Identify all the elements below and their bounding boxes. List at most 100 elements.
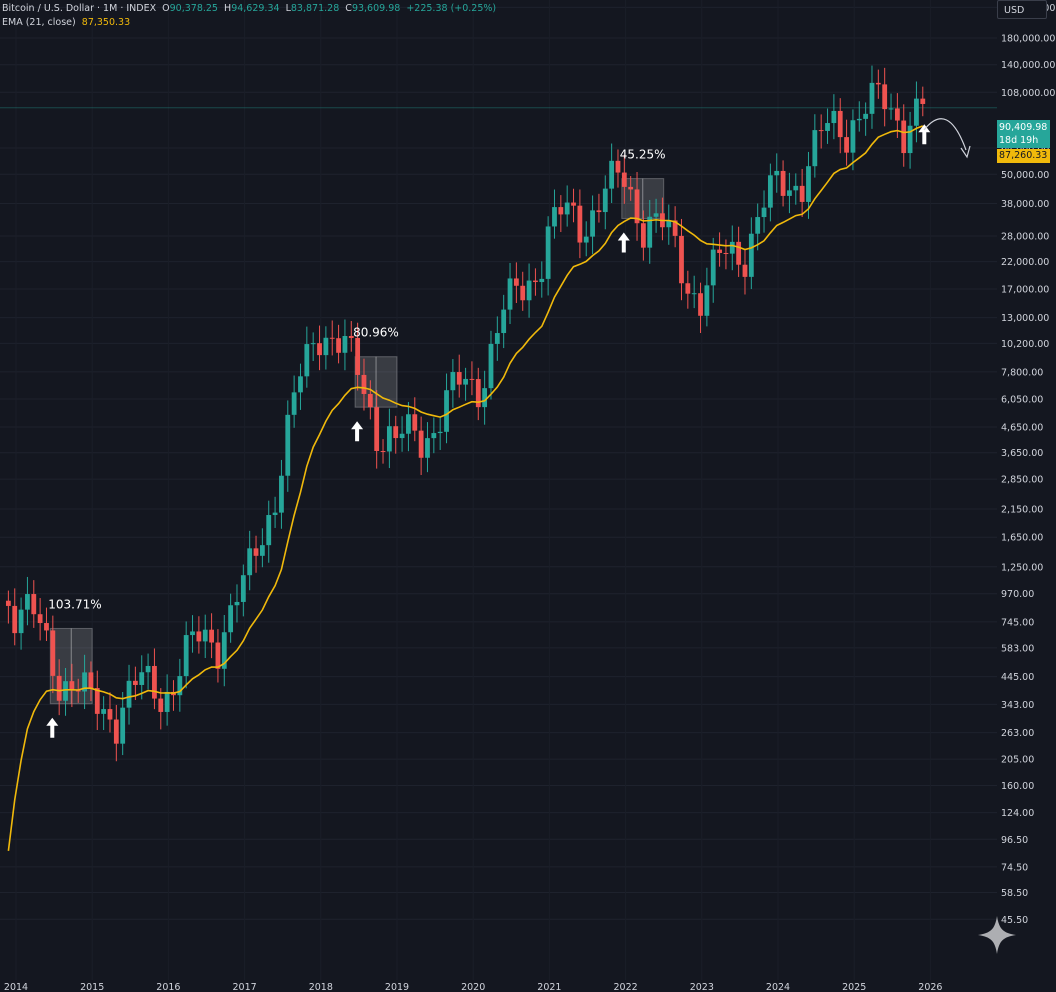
candle-body [266, 515, 272, 546]
candle-body [691, 293, 697, 295]
candle-body [488, 343, 494, 389]
candle-body [647, 216, 653, 248]
candle-body [831, 110, 837, 124]
candle-body [126, 680, 132, 708]
price-tick-label: 10,200.00 [1001, 339, 1049, 350]
close-label: C [345, 3, 352, 14]
percent-label: 103.71% [48, 597, 101, 611]
candle-body [348, 335, 354, 339]
candle-body [704, 285, 710, 316]
candle-body [450, 372, 456, 391]
price-tick-label: 4,650.00 [1001, 422, 1043, 433]
low-value: 83,871.28 [290, 3, 340, 14]
time-tick-label: 2023 [690, 982, 714, 992]
candle-body [850, 120, 856, 153]
price-tick-label: 22,000.00 [1001, 257, 1049, 268]
candle-body [247, 548, 253, 576]
candle-body [355, 338, 361, 375]
percent-label: 45.25% [620, 148, 666, 162]
time-tick-label: 2019 [385, 982, 409, 992]
candle-body [259, 545, 265, 556]
symbol-legend[interactable]: Bitcoin / U.S. Dollar · 1M · INDEX O90,3… [2, 2, 496, 16]
candle-body [494, 333, 500, 344]
candle-body [475, 379, 481, 408]
price-tick-label: 28,000.00 [1001, 231, 1049, 242]
candle-body [304, 344, 310, 377]
candle-body [736, 241, 742, 265]
candle-body [323, 337, 329, 356]
candle-body [361, 374, 367, 394]
candle-body [393, 426, 399, 439]
candle-body [914, 98, 919, 126]
candle-body [901, 120, 907, 154]
candle-body [374, 407, 380, 451]
up-arrow-icon [46, 717, 59, 738]
sparkle-icon [978, 916, 1016, 954]
candle-body [298, 376, 303, 393]
candle-body [202, 629, 208, 642]
candle-body [190, 631, 195, 636]
candle-body [12, 605, 18, 634]
candle-body [336, 338, 341, 353]
candle-body [545, 226, 551, 279]
candle-body [501, 309, 507, 334]
price-tick-label: 124.00 [1001, 808, 1034, 819]
ema-value: 87,350.33 [81, 17, 131, 28]
ema-line [7, 125, 924, 851]
price-tick-label: 13,000.00 [1001, 313, 1049, 324]
candle-body [406, 414, 411, 434]
price-axis[interactable]: 240,000.00180,000.00140,000.00108,000.00… [1001, 3, 1055, 926]
price-tick-label: 64,000.00 [1001, 143, 1049, 154]
candle-body [463, 378, 468, 385]
candle-body [863, 113, 869, 119]
price-tick-label: 108,000.00 [1001, 88, 1055, 99]
up-arrow-icon [617, 232, 630, 253]
bar-countdown: 18d 19h [999, 135, 1039, 146]
candle-body [31, 594, 37, 615]
ema-legend[interactable]: EMA (21, close) 87,350.33 [2, 16, 130, 30]
up-arrow-icon [918, 124, 931, 145]
time-tick-label: 2025 [842, 982, 866, 992]
high-value: 94,629.34 [231, 3, 280, 14]
candle-body [882, 84, 888, 110]
candle-body [183, 635, 189, 677]
candle-body [888, 108, 894, 110]
price-tick-label: 343.00 [1001, 700, 1034, 711]
percent-label: 80.96% [353, 326, 399, 340]
candle-body [152, 665, 157, 699]
price-tick-label: 180,000.00 [1001, 33, 1055, 44]
open-value: 90,378.25 [169, 3, 218, 14]
candle-body [780, 170, 786, 196]
candles [5, 65, 926, 762]
candle-body [634, 189, 640, 224]
time-tick-label: 2016 [156, 982, 180, 992]
candle-body [558, 207, 564, 215]
price-tick-label: 74.50 [1001, 862, 1028, 873]
candle-body [444, 390, 449, 432]
projection-arrow [923, 118, 967, 151]
candle-body [88, 672, 94, 689]
candle-body [272, 512, 278, 516]
candle-body [520, 285, 526, 301]
candle-body [291, 392, 297, 415]
candle-body [526, 280, 532, 301]
candle-body [583, 236, 589, 243]
candle-body [386, 426, 392, 452]
candle-body [209, 629, 214, 643]
candle-body [653, 213, 659, 217]
currency-button[interactable]: USD [997, 0, 1047, 19]
time-axis[interactable]: 2014 2015 2016 2017 2018 2019 2020 2021 2022 2023… [4, 982, 943, 992]
candle-body [666, 220, 672, 228]
candle-body [425, 438, 430, 458]
candle-body [196, 631, 202, 642]
candle-body [50, 630, 56, 676]
price-tick-label: 2,850.00 [1001, 475, 1043, 486]
close-value: 93,609.98 [351, 3, 401, 14]
price-tick-label: 3,650.00 [1001, 448, 1043, 459]
annotation-labels: 103.71% 80.96% 45.25% [48, 148, 665, 612]
candle-body [469, 378, 475, 380]
candle-body [164, 691, 170, 712]
candle-body [215, 642, 221, 669]
price-tick-label: 17,000.00 [1001, 285, 1049, 296]
